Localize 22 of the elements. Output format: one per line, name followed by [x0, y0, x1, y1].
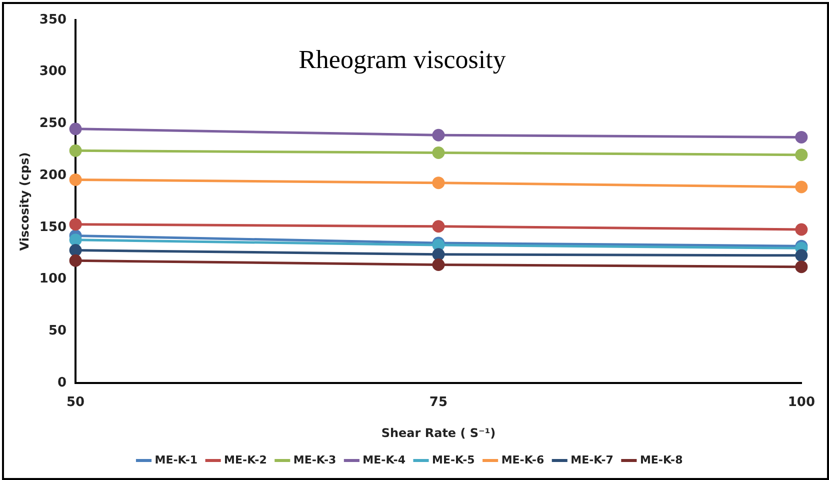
x-tick-label: 75	[429, 395, 448, 410]
legend-label: ME-K-5	[432, 453, 475, 466]
y-axis-title: Viscosity (cps)	[17, 152, 32, 251]
x-tick-label: 100	[788, 395, 815, 410]
y-tick-label: 100	[39, 272, 67, 287]
legend-label: ME-K-2	[224, 453, 267, 466]
y-tick-label: 250	[39, 116, 67, 132]
y-tick-label: 50	[48, 324, 67, 339]
y-tick-label: 0	[57, 375, 67, 390]
x-tick-label: 50	[66, 395, 85, 410]
y-tick-label: 150	[39, 220, 67, 235]
x-axis-title: Shear Rate ( S⁻¹)	[381, 426, 496, 440]
legend-label: ME-K-1	[154, 453, 198, 466]
legend-label: ME-K-8	[640, 453, 683, 466]
legend-label: ME-K-3	[293, 453, 336, 466]
y-tick-label: 200	[39, 168, 67, 183]
legend-label: ME-K-7	[570, 453, 614, 466]
y-tick-label: 350	[39, 12, 67, 28]
legend-label: ME-K-4	[362, 453, 406, 466]
text: Rheogram viscosity	[298, 44, 506, 74]
legend-label: ME-K-6	[501, 453, 544, 466]
y-tick-label: 300	[39, 64, 67, 80]
